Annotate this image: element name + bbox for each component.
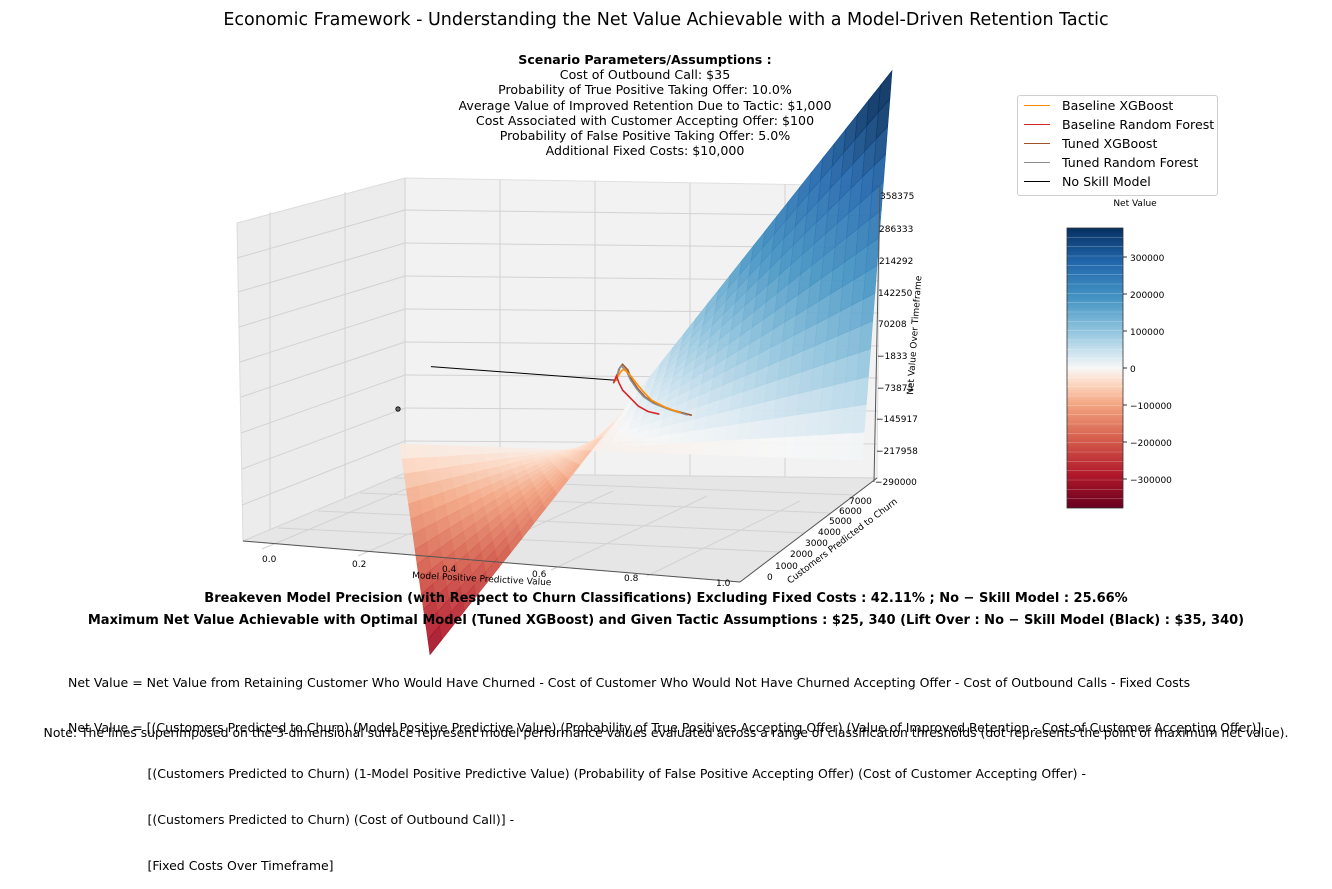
z-tick-label: 214292 [879, 257, 913, 267]
y-tick-label: 2000 [790, 550, 813, 560]
legend-label: Baseline Random Forest [1062, 117, 1215, 132]
legend-swatch [1024, 143, 1050, 144]
surface-facet [854, 376, 869, 407]
formula-line: Net Value = [(Customers Predicted to Chu… [68, 720, 1270, 736]
formula-line: [(Customers Predicted to Churn) (1-Model… [68, 766, 1087, 782]
legend-item-tuned-random-forest: Tuned Random Forest [1024, 153, 1198, 172]
parameter-line: Additional Fixed Costs: $10,000 [545, 143, 745, 159]
y-tick-label: 6000 [839, 507, 862, 517]
legend-swatch [1024, 162, 1050, 163]
colorbar-tick-label: 200000 [1130, 291, 1165, 301]
z-axis-line [873, 185, 881, 483]
colorbar-tick-label: 100000 [1130, 328, 1165, 338]
parameter-line: Average Value of Improved Retention Due … [458, 97, 832, 113]
y-tick-label: 3000 [805, 539, 828, 549]
curve-baseline-random-forest [612, 373, 660, 415]
legend-item-baseline-random-forest: Baseline Random Forest [1024, 115, 1214, 134]
legend-label: Tuned XGBoost [1062, 136, 1158, 151]
z-tick-label: −73875 [877, 384, 913, 394]
legend-label: Tuned Random Forest [1062, 155, 1199, 170]
breakeven-summary: Breakeven Model Precision (with Respect … [204, 591, 1128, 606]
x-tick-label: 0.4 [442, 565, 457, 575]
colorbar-tick-label: −300000 [1130, 476, 1172, 486]
footnote: Note: The lines superimposed on the 3-di… [43, 725, 1289, 740]
parameter-line: Cost Associated with Customer Accepting … [475, 112, 815, 128]
model-curves [395, 363, 693, 417]
curve-baseline-xgboost [613, 368, 682, 414]
legend-label: Baseline XGBoost [1062, 98, 1174, 113]
max-value-point [395, 406, 401, 412]
z-tick-label: 358375 [880, 192, 914, 202]
maximum-summary: Maximum Net Value Achievable with Optima… [87, 613, 1245, 628]
parameter-line: Cost of Outbound Call: $35 [559, 67, 731, 83]
legend-swatch [1024, 181, 1050, 182]
scenario-parameters: Scenario Parameters/Assumptions : Cost o… [440, 52, 850, 158]
colorbar-tick-label: 300000 [1130, 254, 1165, 264]
x-tick-label: 1.0 [716, 579, 731, 589]
legend-item-no-skill-model: No Skill Model [1024, 172, 1151, 191]
surface-facet [447, 455, 463, 468]
parameters-heading: Scenario Parameters/Assumptions : [518, 52, 772, 67]
surface-facet [401, 458, 417, 475]
surface-facet [850, 431, 865, 461]
x-tick-label: 0.6 [532, 570, 547, 580]
legend-label: No Skill Model [1062, 174, 1151, 189]
net-value-surface [399, 69, 893, 656]
x-tick-label: 0.0 [262, 555, 277, 565]
z-tick-label: −1833 [877, 352, 907, 362]
y-tick-label: 4000 [818, 528, 841, 538]
y-tick-label: 7000 [849, 497, 872, 507]
formula-line: Net Value = Net Value from Retaining Cus… [68, 674, 1191, 690]
surface-facet [852, 404, 867, 434]
net-value-formula: Net Value = Net Value from Retaining Cus… [68, 644, 1270, 889]
y-axis-line [739, 477, 878, 583]
colorbar-tick-label: −200000 [1130, 439, 1172, 449]
x-axis-line [242, 540, 741, 583]
colorbar-tick-label: 0 [1130, 365, 1136, 375]
chart-title: Economic Framework - Understanding the N… [223, 10, 1109, 30]
y-tick-label: 0 [767, 573, 773, 583]
y-tick-label: 5000 [829, 517, 852, 527]
colorbar-tick-label: −100000 [1130, 402, 1172, 412]
surface-plot: 358375 286333 214292 142250 70208 −1833 … [236, 69, 1172, 656]
z-tick-label: −145917 [876, 415, 918, 425]
legend: Baseline XGBoost Baseline Random Forest … [1017, 95, 1218, 196]
curve-tuned-random-forest [615, 364, 688, 416]
surface-facet [856, 348, 871, 380]
surface-facet [424, 456, 440, 471]
z-tick-label: −290000 [875, 478, 917, 488]
parameter-line: Probability of False Positive Taking Off… [499, 128, 791, 144]
colorbar-title: Net Value [1113, 199, 1157, 209]
parameter-line: Probability of True Positive Taking Offe… [498, 82, 792, 98]
surface-facet [877, 69, 893, 114]
formula-line: [Fixed Costs Over Timeframe] [68, 858, 334, 874]
formula-line: [(Customers Predicted to Churn) (Cost of… [68, 812, 515, 828]
legend-swatch [1024, 124, 1050, 125]
y-tick-label: 1000 [775, 562, 798, 572]
z-tick-label: 70208 [878, 320, 907, 330]
z-tick-label: 286333 [879, 225, 913, 235]
x-tick-label: 0.8 [624, 574, 639, 584]
curve-no-skill-model [430, 366, 615, 381]
colorbar [1066, 227, 1124, 509]
legend-item-tuned-xgboost: Tuned XGBoost [1024, 134, 1157, 153]
legend-swatch [1024, 105, 1050, 106]
legend-item-baseline-xgboost: Baseline XGBoost [1024, 96, 1173, 115]
x-tick-label: 0.2 [352, 560, 366, 570]
z-tick-label: −217958 [876, 447, 918, 457]
z-tick-label: 142250 [878, 289, 913, 299]
